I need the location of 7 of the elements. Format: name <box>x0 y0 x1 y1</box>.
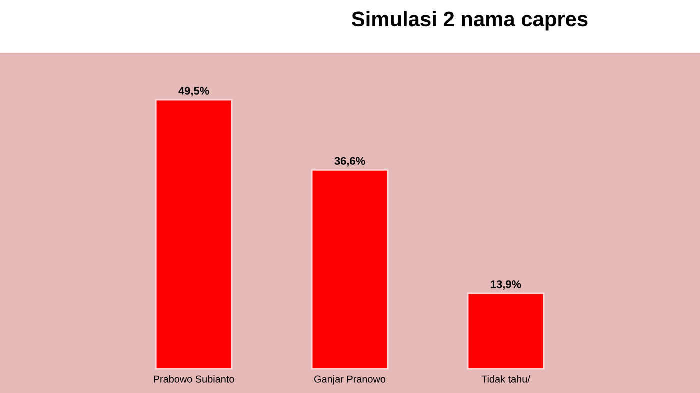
chart-title: Simulasi 2 nama capres <box>352 11 588 31</box>
x-tick-label: Prabowo Subianto <box>154 376 234 383</box>
data-label: 36,6% <box>334 157 366 167</box>
data-label: 13,9% <box>491 280 522 290</box>
x-tick-label: Tidak tahu/ <box>482 376 530 383</box>
data-label: 49,5% <box>178 87 210 96</box>
x-tick-label: Ganjar Pranowo <box>314 376 386 385</box>
